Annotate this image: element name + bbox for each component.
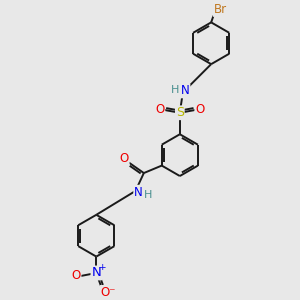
Text: N: N — [92, 266, 101, 280]
Text: O: O — [195, 103, 204, 116]
Text: H: H — [144, 190, 152, 200]
Text: +: + — [98, 263, 105, 272]
Text: H: H — [171, 85, 179, 95]
Text: O: O — [71, 269, 81, 282]
Text: N: N — [134, 186, 143, 199]
Text: O: O — [119, 152, 129, 165]
Text: O: O — [155, 103, 164, 116]
Text: S: S — [176, 106, 184, 119]
Text: O⁻: O⁻ — [100, 286, 116, 298]
Text: Br: Br — [214, 3, 227, 16]
Text: N: N — [181, 85, 190, 98]
